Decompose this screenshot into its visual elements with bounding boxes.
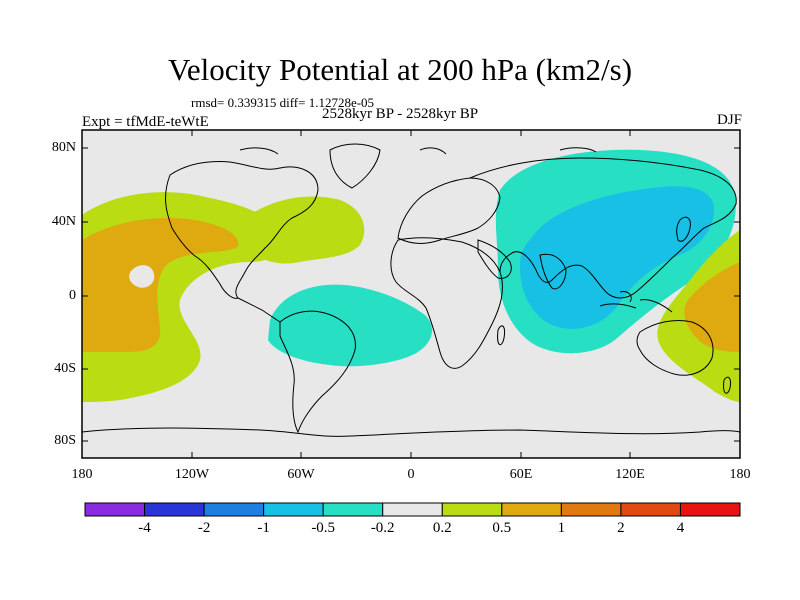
coast-greenland: [329, 143, 381, 189]
coast-central-america: [237, 297, 281, 323]
coast-australia: [636, 319, 714, 376]
region-asia-core: [520, 186, 715, 329]
lat-label-80s: 80S: [54, 433, 76, 448]
coast-india: [539, 253, 567, 290]
region-western-pacific-core: [684, 262, 740, 352]
colorbar-label-6: 0.5: [492, 520, 512, 536]
region-pacific-hole: [129, 265, 155, 288]
figure-title: Velocity Potential at 200 hPa (km2/s): [167, 52, 633, 87]
lon-label-180-left: 180: [71, 467, 93, 482]
colorbar-label-0: -4: [138, 520, 151, 536]
colorbar-box-3: [263, 502, 324, 517]
coast-north-america: [165, 161, 319, 299]
colorbar-box-8: [560, 502, 622, 517]
lon-label-60e: 60E: [509, 467, 533, 482]
colorbar-label-7: 1: [557, 520, 566, 536]
lat-label-40n: 40N: [51, 214, 76, 229]
lat-label-80n: 80N: [51, 140, 76, 155]
coast-indonesia: [599, 291, 673, 313]
season-label: DJF: [716, 112, 742, 128]
stats-text: rmsd= 0.339315 diff= 1.12728e-05: [191, 95, 375, 110]
colorbar-box-10: [679, 502, 741, 517]
lon-label-0: 0: [407, 467, 415, 482]
colorbar-label-1: -2: [197, 520, 211, 536]
lat-label-0: 0: [69, 288, 76, 303]
colorbar-label-8: 2: [617, 520, 625, 536]
coast-asia: [469, 157, 737, 299]
region-south-america: [268, 284, 433, 367]
colorbar-box-7: [501, 502, 562, 517]
coast-new-zealand: [723, 376, 731, 394]
coast-africa: [390, 237, 503, 369]
region-eastern-pacific-core: [82, 218, 239, 352]
coast-arabia: [477, 239, 512, 279]
colorbar-label-9: 4: [676, 520, 685, 536]
colorbar-label-3: -0.5: [311, 520, 336, 536]
lon-ticks: [191, 130, 631, 458]
colorbar-label-2: -1: [257, 520, 270, 536]
period-subtitle: 2528kyr BP - 2528kyr BP: [321, 106, 479, 122]
coastlines: [82, 143, 740, 437]
colorbar-box-2: [203, 502, 265, 517]
colorbar-box-5: [382, 502, 443, 517]
coast-south-america: [279, 310, 356, 434]
coast-japan: [676, 216, 691, 242]
colorbar-box-1: [144, 502, 205, 517]
coast-madagascar: [497, 325, 505, 346]
colorbar-box-9: [620, 502, 681, 517]
region-north-atlantic: [245, 196, 365, 264]
experiment-label: Expt = tfMdE-teWtE: [82, 114, 209, 130]
colorbar-box-0: [84, 502, 146, 517]
colorbar-box-6: [441, 502, 503, 517]
coast-arctic-islands: [239, 147, 597, 155]
coast-antarctica: [82, 427, 740, 437]
colorbar: [84, 502, 741, 517]
colorbar-label-4: -0.2: [370, 520, 395, 536]
lon-label-120e: 120E: [615, 467, 645, 482]
colorbar-label-5: 0.2: [432, 520, 452, 536]
lon-label-60w: 60W: [287, 467, 315, 482]
coast-europe: [397, 177, 501, 244]
lat-label-40s: 40S: [54, 361, 76, 376]
colorbar-box-4: [322, 502, 384, 517]
lon-label-180-right: 180: [729, 467, 751, 482]
lon-label-120w: 120W: [174, 467, 210, 482]
lat-ticks: [82, 147, 740, 442]
